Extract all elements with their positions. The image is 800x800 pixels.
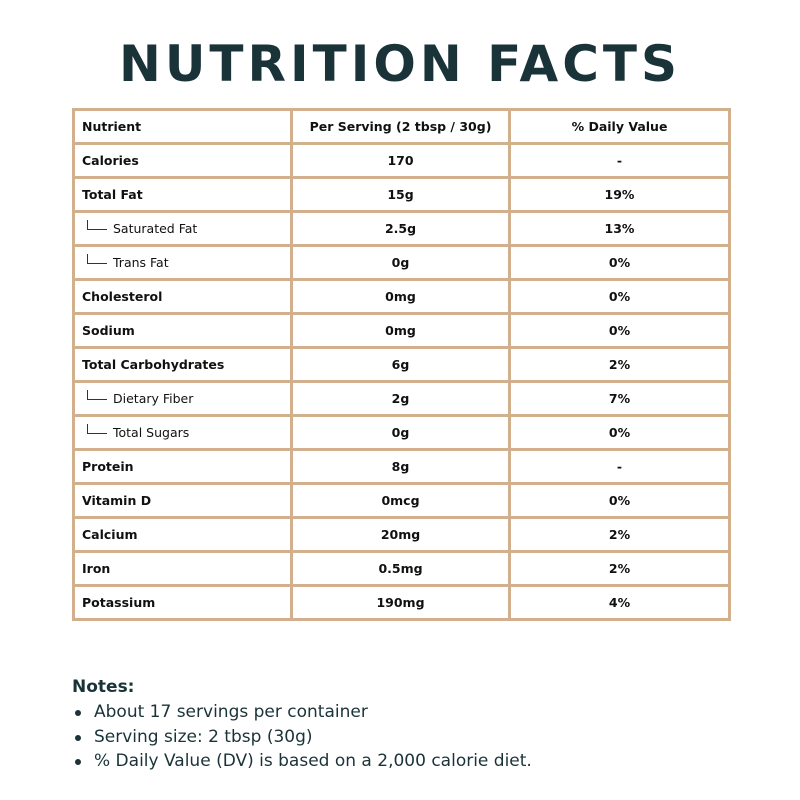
per-serving-cell: 170: [290, 142, 511, 179]
nutrient-label: Sodium: [82, 323, 135, 338]
daily-value-cell: 19%: [508, 176, 731, 213]
per-serving-cell: 0g: [290, 414, 511, 451]
daily-value-cell: 2%: [508, 346, 731, 383]
nutrient-label: Total Sugars: [113, 425, 190, 440]
daily-value-cell: 0%: [508, 312, 731, 349]
per-serving-cell: 190mg: [290, 584, 511, 621]
tree-branch-icon: [87, 424, 107, 434]
nutrient-label: Calcium: [82, 527, 138, 542]
per-serving-cell: 0mcg: [290, 482, 511, 519]
nutrient-label: Saturated Fat: [113, 221, 198, 236]
daily-value-cell: 0%: [508, 244, 731, 281]
daily-value-cell: -: [508, 448, 731, 485]
tree-branch-icon: [87, 254, 107, 264]
page-title: NUTRITION FACTS: [118, 35, 682, 93]
nutrient-label: Vitamin D: [82, 493, 152, 508]
daily-value-cell: 2%: [508, 516, 731, 553]
table-header-row: Nutrient Per Serving (2 tbsp / 30g) % Da…: [72, 108, 731, 145]
table-row: Calories 170-: [72, 142, 731, 179]
nutrient-cell: Potassium: [72, 584, 293, 621]
header-nutrient: Nutrient: [72, 108, 293, 145]
nutrient-cell: Vitamin D: [72, 482, 293, 519]
nutrient-label: Dietary Fiber: [113, 391, 194, 406]
table-row: Saturated Fat 2.5g 13%: [72, 210, 731, 247]
nutrient-cell: Total Carbohydrates: [72, 346, 293, 383]
daily-value-cell: -: [508, 142, 731, 179]
table-row: Total Fat 15g 19%: [72, 176, 731, 213]
note-item: About 17 servings per container: [72, 700, 722, 725]
nutrition-table: Nutrient Per Serving (2 tbsp / 30g) % Da…: [72, 108, 731, 621]
header-daily-value: % Daily Value: [508, 108, 731, 145]
nutrient-label: Total Carbohydrates: [82, 357, 225, 372]
table-row: Total Carbohydrates 6g 2%: [72, 346, 731, 383]
daily-value-cell: 7%: [508, 380, 731, 417]
table-body: Calories 170- Total Fat 15g 19% Saturated Fat…: [72, 142, 731, 621]
table-row: Iron 0.5mg 2%: [72, 550, 731, 587]
per-serving-cell: 0g: [290, 244, 511, 281]
nutrient-cell: Calories: [72, 142, 293, 179]
per-serving-cell: 2.5g: [290, 210, 511, 247]
notes-section: Notes: About 17 servings per container Se…: [72, 676, 722, 774]
nutrient-label: Iron: [82, 561, 111, 576]
per-serving-cell: 0.5mg: [290, 550, 511, 587]
daily-value-cell: 0%: [508, 278, 731, 315]
nutrient-cell: Trans Fat: [72, 244, 293, 281]
nutrient-label: Trans Fat: [113, 255, 169, 270]
nutrient-cell: Iron: [72, 550, 293, 587]
nutrient-cell: Saturated Fat: [72, 210, 293, 247]
per-serving-cell: 2g: [290, 380, 511, 417]
table-row: Calcium 20mg 2%: [72, 516, 731, 553]
notes-heading: Notes:: [72, 677, 135, 697]
table-row: Dietary Fiber 2g 7%: [72, 380, 731, 417]
daily-value-cell: 13%: [508, 210, 731, 247]
per-serving-cell: 0mg: [290, 278, 511, 315]
header-per-serving: Per Serving (2 tbsp / 30g): [290, 108, 511, 145]
daily-value-cell: 0%: [508, 482, 731, 519]
nutrient-label: Cholesterol: [82, 289, 163, 304]
nutrient-label: Total Fat: [82, 187, 143, 202]
nutrient-label: Potassium: [82, 595, 156, 610]
per-serving-cell: 8g: [290, 448, 511, 485]
table-row: Trans Fat 0g 0%: [72, 244, 731, 281]
note-item: % Daily Value (DV) is based on a 2,000 c…: [72, 749, 722, 774]
nutrient-cell: Calcium: [72, 516, 293, 553]
table-row: Sodium 0mg 0%: [72, 312, 731, 349]
per-serving-cell: 0mg: [290, 312, 511, 349]
notes-list: About 17 servings per container Serving s…: [72, 700, 722, 774]
nutrient-cell: Dietary Fiber: [72, 380, 293, 417]
nutrient-cell: Total Sugars: [72, 414, 293, 451]
nutrient-label: Calories: [82, 153, 139, 168]
note-item: Serving size: 2 tbsp (30g): [72, 725, 722, 750]
table-row: Cholesterol 0mg 0%: [72, 278, 731, 315]
table-row: Potassium 190mg 4%: [72, 584, 731, 621]
nutrient-cell: Total Fat: [72, 176, 293, 213]
daily-value-cell: 0%: [508, 414, 731, 451]
per-serving-cell: 6g: [290, 346, 511, 383]
tree-branch-icon: [87, 220, 107, 230]
nutrient-cell: Protein: [72, 448, 293, 485]
nutrient-cell: Sodium: [72, 312, 293, 349]
per-serving-cell: 15g: [290, 176, 511, 213]
daily-value-cell: 2%: [508, 550, 731, 587]
table-row: Protein 8g -: [72, 448, 731, 485]
table-row: Total Sugars 0g 0%: [72, 414, 731, 451]
nutrient-label: Protein: [82, 459, 134, 474]
tree-branch-icon: [87, 390, 107, 400]
nutrient-cell: Cholesterol: [72, 278, 293, 315]
table-row: Vitamin D 0mcg 0%: [72, 482, 731, 519]
daily-value-cell: 4%: [508, 584, 731, 621]
per-serving-cell: 20mg: [290, 516, 511, 553]
